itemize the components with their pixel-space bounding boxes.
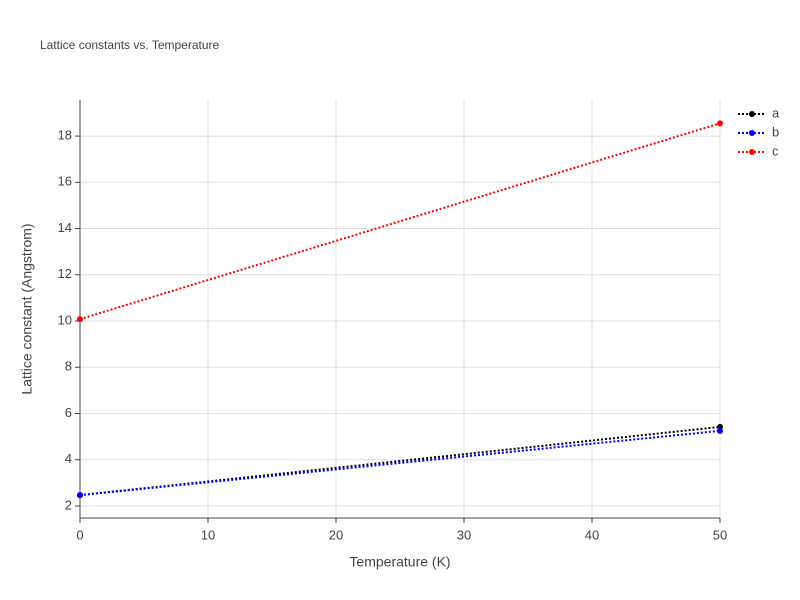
y-tick-label: 2 bbox=[65, 497, 72, 512]
point bbox=[717, 120, 723, 127]
x-tick-label: 10 bbox=[201, 527, 215, 542]
x-tick-label: 0 bbox=[76, 527, 83, 542]
y-tick-label: 6 bbox=[65, 405, 72, 420]
x-tick-label: 40 bbox=[585, 527, 599, 542]
y-tick-label: 10 bbox=[58, 312, 72, 327]
legend-label: c bbox=[772, 143, 779, 158]
y-tick-label: 8 bbox=[65, 359, 72, 374]
legend-label: a bbox=[772, 105, 780, 120]
point bbox=[717, 427, 723, 434]
x-axis-label: Temperature (K) bbox=[349, 554, 450, 570]
y-tick-label: 18 bbox=[58, 128, 72, 143]
legend-label: b bbox=[772, 124, 779, 139]
legend-marker bbox=[749, 130, 755, 136]
series-line bbox=[79, 425, 721, 497]
y-tick-label: 14 bbox=[58, 220, 72, 235]
point bbox=[77, 492, 83, 499]
series-line bbox=[79, 122, 721, 321]
y-tick-label: 4 bbox=[65, 451, 72, 466]
legend-marker bbox=[749, 111, 755, 117]
y-tick-label: 12 bbox=[58, 266, 72, 281]
series-line bbox=[79, 429, 721, 497]
x-tick-label: 50 bbox=[713, 527, 727, 542]
legend-marker bbox=[749, 149, 755, 155]
x-tick-label: 20 bbox=[329, 527, 343, 542]
y-axis-label: Lattice constant (Angstrom) bbox=[19, 223, 35, 394]
point bbox=[77, 316, 83, 323]
chart-title: Lattice constants vs. Temperature bbox=[40, 38, 220, 52]
x-tick-label: 30 bbox=[457, 527, 471, 542]
y-tick-label: 16 bbox=[58, 174, 72, 189]
